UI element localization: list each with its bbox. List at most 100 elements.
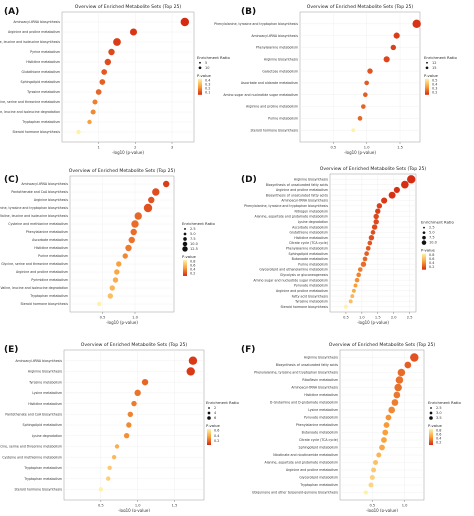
x-tick-label: 0.5 [100,316,106,320]
color-legend-bar [207,429,211,445]
plot-area [69,175,175,313]
category-label: Arginine biosynthesis [264,57,298,61]
category-label: Tryptophan metabolism [29,294,68,298]
category-label: Phenylalanine, tyrosine and tryptophan b… [244,204,328,208]
chart-title: Overview of Enriched Metabolite Sets (To… [81,342,188,348]
size-legend-label: 3.5 [436,416,442,420]
category-label: Histidine metabolism [28,402,62,406]
x-tick-label: 1 [98,146,100,150]
data-point [388,191,396,199]
data-point [357,116,363,121]
color-legend-label: 0.2 [432,90,437,94]
data-point [122,253,128,259]
x-tick-label: 2.0 [391,316,397,320]
data-point [186,367,195,376]
size-legend-dot [198,66,202,70]
category-label: Ubiquinone and other terpenoid-quinone b… [252,491,338,495]
category-label: Tryptophan metabolism [299,483,338,487]
data-point [98,487,104,492]
category-label: Pyruvate metabolism [294,284,328,288]
data-point [363,92,368,98]
category-label: Lysine degradation [298,220,328,224]
category-label: Histidine metabolism [26,60,60,64]
data-point [360,261,367,267]
x-tick-label: 1.5 [172,504,178,508]
category-label: Valine, leucine and isoleucine biosynthe… [0,214,68,218]
data-point [382,429,389,436]
x-tick-label: 1.0 [135,504,141,508]
color-legend-label: 0.3 [205,82,210,86]
category-label: Valine, leucine and isoleucine degradati… [0,110,60,114]
panel-a: (A) Overview of Enriched Metabolite Sets … [0,4,230,155]
size-legend-title: Enrichment Ratio [428,400,461,405]
color-legend-label: 0.4 [429,261,434,265]
data-point [391,399,399,406]
category-label: Glycine, serine and threonine metabolism [0,445,62,449]
color-legend-title: P-value [421,248,436,253]
x-tick-label: 1.0 [359,316,365,320]
color-legend-label: 0.6 [429,257,434,261]
chart-title: Overview of Enriched Metabolite Sets (To… [329,342,436,348]
x-tick-label: 2 [134,146,136,150]
x-axis-label: -log10 (p-value) [357,320,389,325]
panel-c: (C) Overview of Enriched Metabolite Sets … [0,168,215,325]
size-legend-label: 4 [214,411,217,415]
category-label: Citrate cycle (TCA cycle) [299,438,338,442]
x-tick-label: 0.5 [369,504,375,508]
size-legend-label: 15 [432,66,436,70]
data-point [367,240,373,246]
x-axis-label: -log10 (p-value) [366,508,398,512]
size-legend-dot [425,66,429,70]
data-point [90,109,96,115]
panel-e: (E) Overview of Enriched Metabolite Sets … [0,342,239,513]
data-point [390,44,397,51]
data-point [97,301,102,307]
data-point [395,376,404,384]
size-legend-title: Enrichment Ratio [182,221,215,226]
x-tick-label: 0.5 [330,146,336,150]
color-legend-label: 0.2 [214,439,219,443]
size-legend-label: 3.0 [436,411,442,415]
data-point [394,383,402,392]
category-label: Glycine, serine and threonine metabolism [1,262,68,266]
category-label: Ascorbate metabolism [32,238,68,242]
color-legend-title: P-value [197,73,212,78]
size-legend-label: 6 [214,416,216,420]
category-label: Biosynthesis of unsaturated fatty acids [276,363,339,367]
category-label: Steroid hormone biosynthesis [15,487,63,491]
data-point [114,444,120,449]
size-legend-title: Enrichment Ratio [424,55,457,60]
category-label: Histidine metabolism [294,236,328,240]
data-point [92,99,98,105]
data-point [376,452,382,458]
color-legend-bar [425,78,429,95]
category-label: Tryptophan metabolism [21,120,60,124]
data-point [116,261,122,267]
category-label: Histidine metabolism [34,246,68,250]
data-point [141,378,149,386]
color-legend-title: P-value [428,423,443,428]
data-point [373,213,379,220]
category-label: Arginine biosynthesis [294,178,328,182]
category-label: Arginine biosynthesis [304,356,338,360]
data-point [348,299,353,304]
category-label: Amino sugar and nucleotide sugar metabol… [253,278,328,282]
size-legend-label: 2.5 [429,226,435,230]
panel-d: (D) Overview of Enriched Metabolite Sets … [241,166,454,325]
panel-letter: (E) [4,345,18,355]
x-tick-label: 1.5 [375,316,381,320]
color-legend-label: 0.6 [214,429,219,433]
category-label: Phenylalanine, tyrosine and tryptophan b… [214,22,298,26]
category-label: Histidine metabolism [304,393,338,397]
category-label: Glycolysis or gluconeogenesis [280,273,328,277]
size-legend-label: 5.0 [190,232,196,236]
category-label: Arginine and proline metabolism [8,30,60,34]
color-legend-label: 0.4 [205,78,210,82]
x-axis-label: -log10 (p-value) [118,508,150,512]
color-legend-label: 0.1 [205,90,210,94]
color-legend-bar [429,429,433,445]
data-point [131,400,137,407]
color-legend-label: 0.2 [190,271,195,275]
category-label: Amino sugar and nucleotide sugar metabol… [223,93,298,97]
data-point [353,283,358,288]
